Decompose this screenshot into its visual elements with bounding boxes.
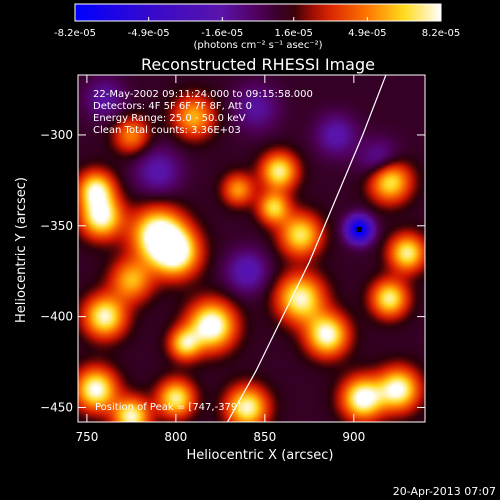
y-tick-label: −400 <box>40 310 73 324</box>
colorbar-bar <box>74 3 442 22</box>
colorbar: -8.2e-05 -4.9e-05 -1.6e-05 1.6e-05 4.9e-05 8.… <box>54 3 460 51</box>
colorbar-tick-label: -4.9e-05 <box>128 28 170 39</box>
info-line-detectors: Detectors: 4F 5F 6F 7F 8F, Att 0 <box>93 101 252 112</box>
plot-area: 750 800 850 900 −450 −400 −350 −300 <box>40 74 426 444</box>
colorbar-tick-label: 4.9e-05 <box>348 28 386 39</box>
colorbar-tick-labels: -8.2e-05 -4.9e-05 -1.6e-05 1.6e-05 4.9e-05 8.… <box>54 28 460 39</box>
x-axis-title: Heliocentric X (arcsec) <box>187 448 334 463</box>
info-block: 22-May-2002 09:11:24.000 to 09:15:58.000… <box>93 89 313 136</box>
x-tick-label: 850 <box>253 430 276 444</box>
plot-frame <box>77 74 426 423</box>
y-axis-title: Heliocentric Y (arcsec) <box>14 177 29 323</box>
info-line-energy: Energy Range: 25.0 - 50.0 keV <box>93 113 246 124</box>
x-axis-ticks: 750 800 850 900 <box>75 75 365 444</box>
x-tick-label: 900 <box>342 430 365 444</box>
info-line-clean: Clean Total counts: 3.36E+03 <box>93 125 241 136</box>
footer-timestamp: 20-Apr-2013 07:07 <box>393 485 496 498</box>
heatmap-image <box>78 75 425 422</box>
colorbar-tick-label: -8.2e-05 <box>54 28 96 39</box>
peak-position-label: Position of Peak = [747,-379] <box>95 402 241 413</box>
solar-limb-line <box>226 75 387 422</box>
info-line-time: 22-May-2002 09:11:24.000 to 09:15:58.000 <box>93 89 313 100</box>
minimum-marker <box>356 226 362 232</box>
colorbar-tick-label: 1.6e-05 <box>275 28 313 39</box>
x-tick-label: 750 <box>75 430 98 444</box>
colorbar-units: (photons cm⁻² s⁻¹ asec⁻²) <box>193 40 322 51</box>
x-tick-label: 800 <box>164 430 187 444</box>
y-tick-label: −350 <box>40 219 73 233</box>
colorbar-ticks <box>74 17 442 21</box>
y-tick-label: −450 <box>40 400 73 414</box>
chart-title: Reconstructed RHESSI Image <box>141 55 375 74</box>
colorbar-tick-label: -1.6e-05 <box>201 28 243 39</box>
y-axis-ticks: −450 −400 −350 −300 <box>40 128 425 414</box>
colorbar-tick-label: 8.2e-05 <box>422 28 460 39</box>
y-tick-label: −300 <box>40 128 73 142</box>
